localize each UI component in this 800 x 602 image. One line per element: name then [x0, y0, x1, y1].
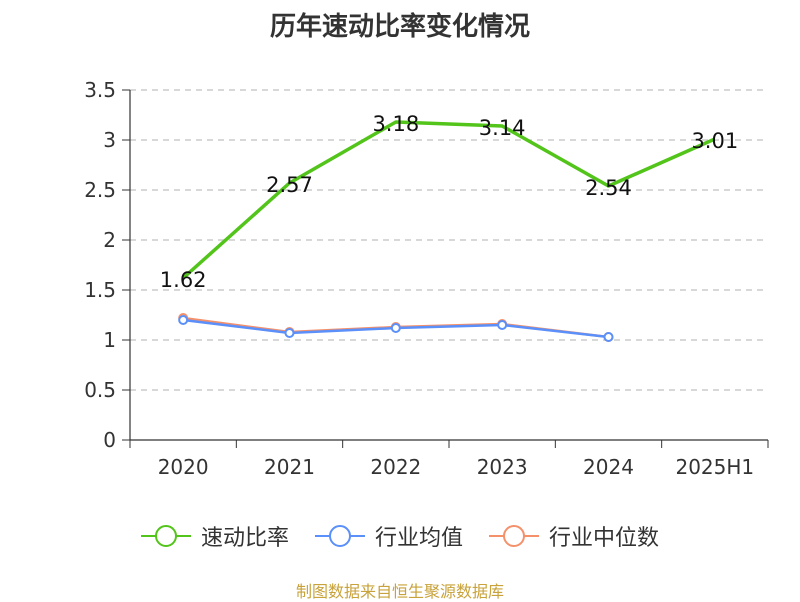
y-tick-label: 2	[103, 228, 116, 252]
legend-label: 行业中位数	[549, 526, 660, 551]
data-point	[497, 320, 508, 330]
y-tick-label: 3.5	[84, 78, 116, 102]
data-point	[390, 323, 401, 333]
legend-marker	[489, 525, 539, 547]
chart-title: 历年速动比率变化情况	[269, 12, 530, 42]
legend-item-quick-ratio[interactable]: 速动比率	[140, 520, 289, 552]
data-label: 2.57	[266, 173, 313, 197]
x-tick-label: 2021	[264, 455, 315, 479]
data-label: 3.01	[691, 129, 738, 153]
legend-item-industry-mean[interactable]: 行业均值	[314, 520, 463, 552]
chart-legend: 速动比率 行业均值 行业中位数	[0, 520, 800, 552]
y-tick-label: 1	[103, 328, 116, 352]
x-tick-label: 2020	[158, 455, 209, 479]
data-point	[178, 315, 189, 325]
data-label: 3.14	[479, 116, 526, 140]
data-label: 2.54	[585, 176, 632, 200]
y-tick-label: 2.5	[84, 178, 116, 202]
data-point	[284, 328, 295, 338]
y-tick-label: 3	[103, 128, 116, 152]
legend-label: 速动比率	[200, 526, 289, 551]
y-tick-label: 0	[103, 428, 116, 452]
legend-item-industry-median[interactable]: 行业中位数	[489, 520, 659, 552]
legend-marker	[314, 525, 365, 547]
legend-label: 行业均值	[374, 526, 463, 551]
y-tick-label: 1.5	[84, 278, 116, 302]
data-label: 1.62	[160, 268, 207, 292]
series-line-0	[182, 120, 716, 280]
x-tick-label: 2025H1	[675, 455, 754, 479]
data-point	[603, 332, 614, 342]
data-source-note: 制图数据来自恒生聚源数据库	[295, 582, 504, 601]
x-tick-label: 2024	[583, 455, 634, 479]
x-tick-label: 2022	[370, 455, 421, 479]
data-label: 3.18	[372, 112, 419, 136]
x-tick-label: 2023	[477, 455, 528, 479]
legend-marker	[140, 525, 191, 547]
y-tick-label: 0.5	[84, 378, 116, 402]
